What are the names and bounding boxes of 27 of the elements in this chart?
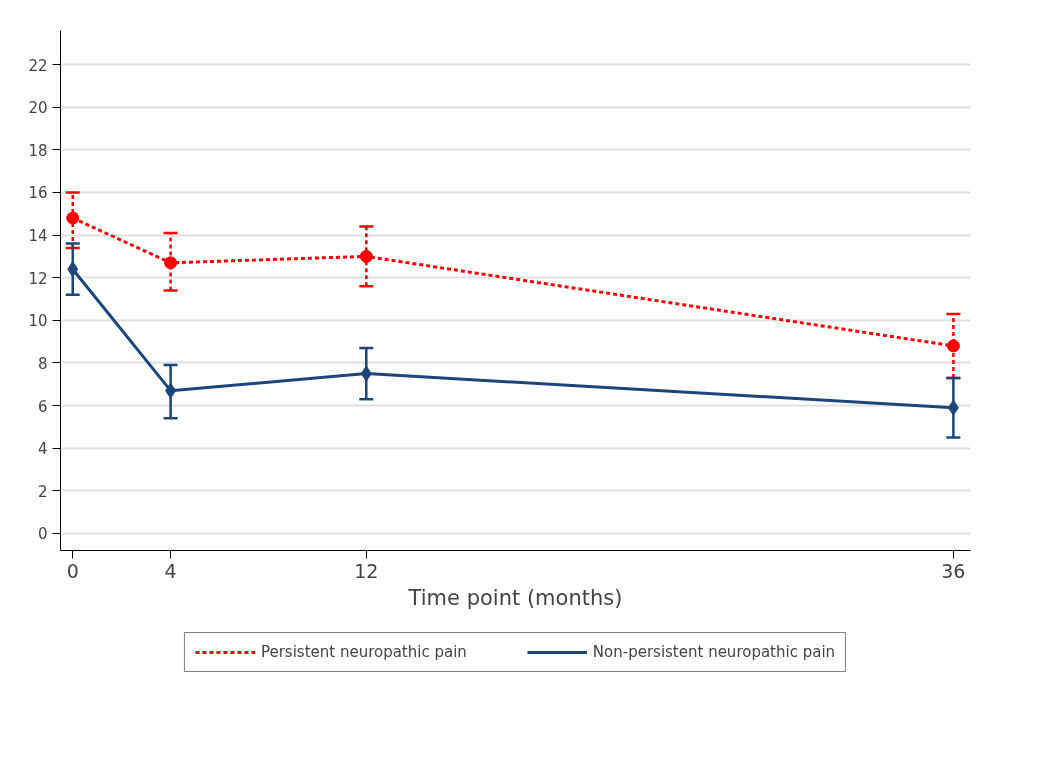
x-tick-label: 36 bbox=[941, 559, 966, 582]
y-tick-label: 2 bbox=[37, 482, 48, 501]
point bbox=[359, 249, 373, 263]
point bbox=[165, 382, 177, 399]
y-tick-label: 14 bbox=[28, 227, 48, 246]
y-tick-label: 8 bbox=[37, 354, 48, 373]
point bbox=[360, 365, 372, 382]
legend-label: Non-persistent neuropathic pain bbox=[592, 643, 836, 661]
y-tick-label: 22 bbox=[28, 56, 48, 75]
y-tick-label: 16 bbox=[28, 184, 48, 203]
x-tick-label: 12 bbox=[354, 559, 379, 582]
point bbox=[67, 261, 79, 278]
x-tick-label: 0 bbox=[66, 559, 79, 582]
y-tick-label: 10 bbox=[28, 312, 48, 331]
y-tick-label: 18 bbox=[28, 141, 48, 160]
y-tick-label: 6 bbox=[37, 397, 48, 416]
y-tick-label: 0 bbox=[37, 525, 48, 544]
x-tick-label: 4 bbox=[164, 559, 177, 582]
point bbox=[164, 256, 178, 270]
point bbox=[947, 399, 959, 416]
point bbox=[946, 339, 960, 353]
y-tick-label: 12 bbox=[28, 269, 48, 288]
legend-label: Persistent neuropathic pain bbox=[260, 643, 467, 661]
y-tick-label: 4 bbox=[37, 440, 48, 459]
point bbox=[66, 211, 80, 225]
x-axis-title: Time point (months) bbox=[407, 585, 623, 610]
y-tick-label: 20 bbox=[28, 99, 48, 118]
